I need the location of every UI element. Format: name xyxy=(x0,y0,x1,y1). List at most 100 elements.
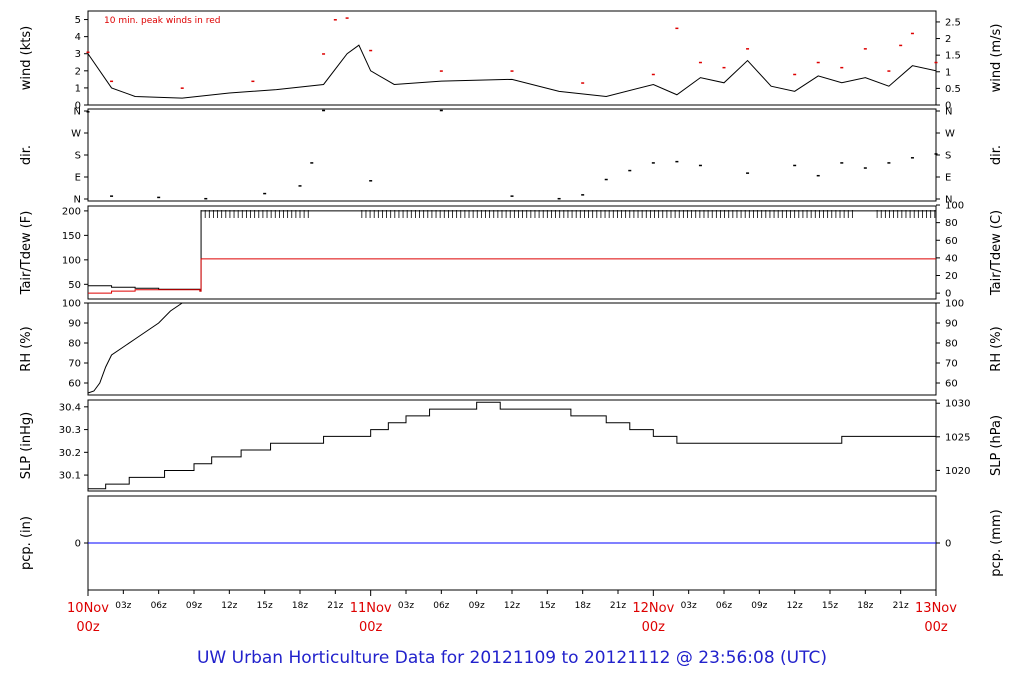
tair-ylabel: Tair/Tdew (F) xyxy=(19,211,34,296)
dir-point xyxy=(793,164,797,167)
x-minor-label: 18z xyxy=(857,601,873,611)
rh-ytick-label: 70 xyxy=(68,359,81,370)
wind-point xyxy=(816,61,820,64)
dir-y2label: dir. xyxy=(989,145,1004,165)
wind-point xyxy=(180,87,184,89)
wind-point xyxy=(863,48,867,50)
x-minor-label: 18z xyxy=(575,601,591,611)
wind-point xyxy=(110,80,114,83)
dir-point xyxy=(675,160,679,163)
slp-ytick-label: 30.2 xyxy=(59,448,81,459)
x-minor-label: 21z xyxy=(893,601,909,611)
x-major-label: 11Nov xyxy=(350,601,392,616)
dir-point xyxy=(557,197,561,200)
wind-point xyxy=(251,80,255,83)
x-minor-label: 09z xyxy=(469,601,485,611)
pcp-y2tick-label: 0 xyxy=(945,539,951,550)
dir-point xyxy=(298,185,302,187)
x-minor-label: 03z xyxy=(115,601,131,611)
wind-point xyxy=(934,61,938,64)
x-minor-label: 12z xyxy=(504,601,520,611)
wind-point xyxy=(581,82,585,84)
wind-point xyxy=(369,49,373,52)
rh-y2tick-label: 60 xyxy=(945,379,958,390)
wind-panel-frame xyxy=(87,10,937,106)
rh-ytick-label: 60 xyxy=(68,379,81,390)
wind-point xyxy=(675,27,679,30)
dir-y2tick-label: E xyxy=(945,173,951,184)
rh-y2label: RH (%) xyxy=(989,326,1004,371)
wind-point xyxy=(910,32,914,35)
tair-ytick-label: 200 xyxy=(62,206,81,217)
tair-ytick-label: 150 xyxy=(62,231,81,242)
tair-panel-frame xyxy=(87,205,937,300)
wind-y2tick-label: 1 xyxy=(945,67,951,78)
wind-series-line xyxy=(87,44,937,99)
slp-y2tick-label: 1020 xyxy=(945,466,970,477)
dir-point xyxy=(86,111,90,113)
x-minor-label: 15z xyxy=(257,601,273,611)
rh-ylabel: RH (%) xyxy=(19,326,34,371)
dir-point xyxy=(840,162,844,164)
tair-y2label: Tair/Tdew (C) xyxy=(989,210,1004,296)
dir-point xyxy=(581,194,585,196)
dir-y2tick-label: N xyxy=(945,195,952,206)
x-minor-label: 15z xyxy=(822,601,838,611)
dir-point xyxy=(651,162,655,164)
x-minor-label: 06z xyxy=(716,601,732,611)
x-minor-label: 15z xyxy=(539,601,555,611)
wind-point xyxy=(722,66,726,69)
tair-y2tick-label: 0 xyxy=(945,289,951,300)
x-minor-label: 06z xyxy=(433,601,449,611)
rh-y2tick-label: 80 xyxy=(945,339,958,350)
x-minor-label: 06z xyxy=(151,601,167,611)
x-major-sublabel: 00z xyxy=(76,620,100,635)
tair-ytick-label: 50 xyxy=(68,280,81,291)
dir-point xyxy=(510,195,514,197)
rh-ytick-label: 100 xyxy=(62,299,81,310)
dir-point xyxy=(628,169,632,172)
wind-point xyxy=(651,73,655,76)
pcp-ylabel: pcp. (in) xyxy=(19,516,34,570)
dir-y2tick-label: S xyxy=(945,151,951,162)
x-minor-label: 12z xyxy=(787,601,803,611)
wind-ytick-label: 2 xyxy=(75,66,81,77)
slp-ytick-label: 30.4 xyxy=(59,402,81,413)
wind-ytick-label: 3 xyxy=(75,49,81,60)
x-minor-label: 21z xyxy=(610,601,626,611)
wind-y2tick-label: 2.5 xyxy=(945,17,961,28)
tair-y2tick-label: 60 xyxy=(945,236,958,247)
dir-ytick-label: N xyxy=(74,195,81,206)
x-minor-label: 12z xyxy=(221,601,237,611)
slp-y2tick-label: 1030 xyxy=(945,399,970,410)
x-minor-label: 03z xyxy=(681,601,697,611)
tair-ytick-label: 100 xyxy=(62,255,81,266)
dir-point xyxy=(816,174,820,177)
wind-point xyxy=(840,66,844,69)
slp-ylabel: SLP (inHg) xyxy=(19,412,34,480)
chart-title: UW Urban Horticulture Data for 20121109 … xyxy=(196,648,828,668)
rh-y2tick-label: 100 xyxy=(945,299,964,310)
slp-y2tick-label: 1025 xyxy=(945,432,970,443)
wind-ylabel: wind (kts) xyxy=(19,26,34,90)
x-major-label: 12Nov xyxy=(632,601,674,616)
wind-point xyxy=(439,70,443,72)
wind-ytick-label: 1 xyxy=(75,83,81,94)
rh-panel-frame xyxy=(87,302,937,396)
pcp-y2label: pcp. (mm) xyxy=(989,509,1004,576)
wind-point xyxy=(793,73,797,76)
dir-point xyxy=(157,196,161,199)
dir-point xyxy=(322,109,326,112)
wind-point xyxy=(887,70,891,72)
wind-point xyxy=(345,17,349,19)
wind-point xyxy=(899,44,903,47)
dir-point xyxy=(369,180,373,182)
dir-point xyxy=(863,167,867,169)
dir-point xyxy=(110,195,114,197)
tair-series-line xyxy=(88,258,936,294)
slp-series-line xyxy=(88,401,936,490)
x-minor-label: 09z xyxy=(751,601,767,611)
dir-ytick-label: N xyxy=(74,107,81,118)
dir-ylabel: dir. xyxy=(19,145,34,165)
